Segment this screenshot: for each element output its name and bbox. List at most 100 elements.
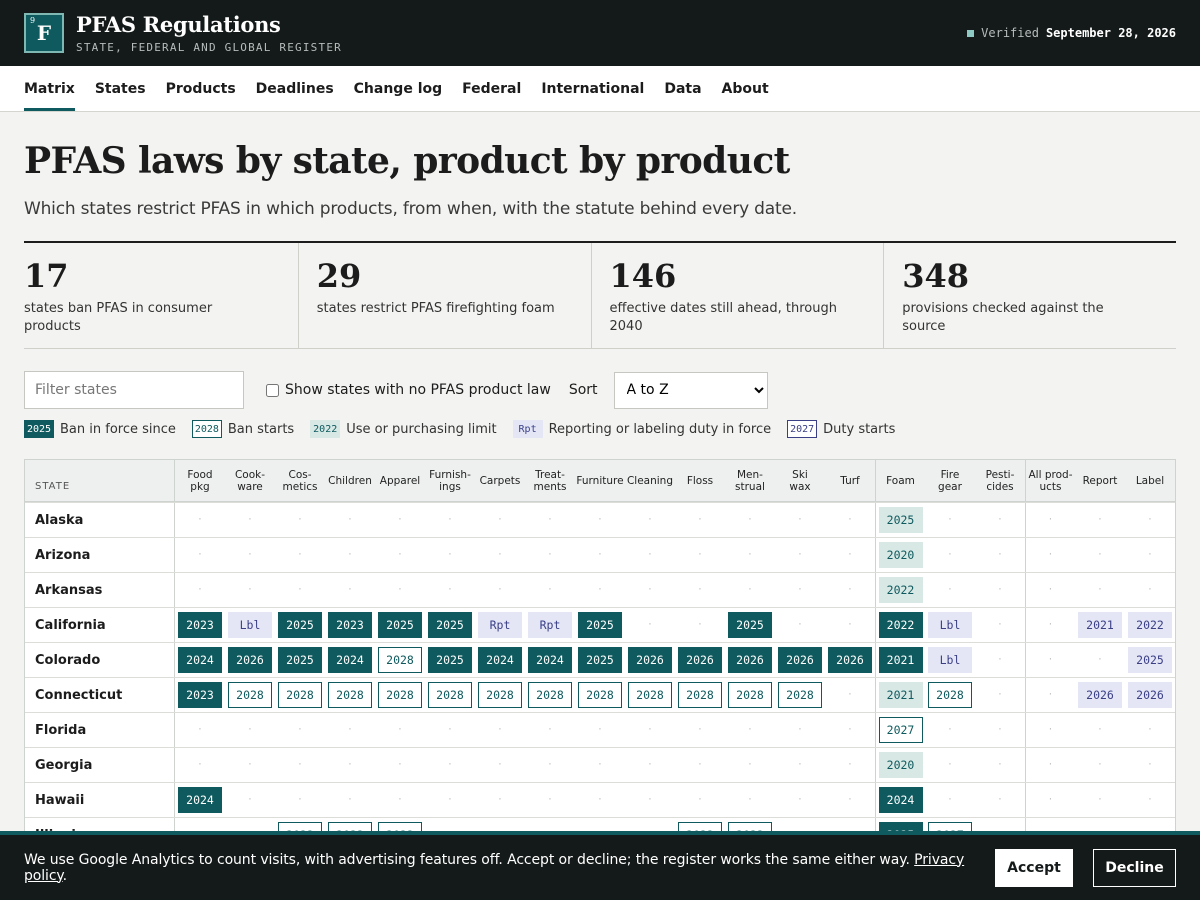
provision-badge[interactable]: 2021 bbox=[1078, 612, 1122, 638]
provision-badge[interactable]: 2028 bbox=[528, 682, 572, 708]
state-name[interactable]: Hawaii bbox=[25, 783, 175, 817]
provision-badge[interactable]: 2022 bbox=[1128, 612, 1172, 638]
provision-badge[interactable]: 2026 bbox=[228, 647, 272, 673]
state-name[interactable]: Arizona bbox=[25, 538, 175, 572]
provision-badge[interactable]: 2028 bbox=[278, 682, 322, 708]
provision-badge[interactable]: 2025 bbox=[378, 612, 422, 638]
provision-badge[interactable]: 2026 bbox=[778, 647, 822, 673]
provision-badge[interactable]: 2024 bbox=[528, 647, 572, 673]
state-name[interactable]: Colorado bbox=[25, 643, 175, 677]
provision-badge[interactable]: Lbl bbox=[928, 612, 972, 638]
column-header[interactable]: Report bbox=[1082, 474, 1118, 487]
provision-badge[interactable]: 2028 bbox=[928, 682, 972, 708]
provision-badge[interactable]: 2026 bbox=[828, 647, 872, 673]
decline-cookies-button[interactable]: Decline bbox=[1093, 848, 1176, 887]
provision-badge[interactable]: 2028 bbox=[778, 682, 822, 708]
provision-badge[interactable]: 2025 bbox=[578, 647, 622, 673]
show-no-law-checkbox[interactable] bbox=[266, 383, 279, 397]
column-header[interactable]: Fire gear bbox=[938, 468, 962, 493]
provision-badge[interactable]: 2026 bbox=[678, 647, 722, 673]
provision-badge[interactable]: 2023 bbox=[178, 682, 222, 708]
column-header[interactable]: Children bbox=[328, 474, 372, 487]
provision-badge[interactable]: 2023 bbox=[178, 612, 222, 638]
nav-states[interactable]: States bbox=[94, 81, 146, 97]
column-header[interactable]: Label bbox=[1135, 474, 1165, 487]
column-header[interactable]: Carpets bbox=[479, 474, 521, 487]
provision-badge[interactable]: 2025 bbox=[878, 507, 923, 533]
provision-badge[interactable]: 2023 bbox=[328, 612, 372, 638]
nav-deadlines[interactable]: Deadlines bbox=[255, 81, 334, 97]
provision-badge[interactable]: 2025 bbox=[278, 647, 322, 673]
column-header[interactable]: Furniture bbox=[576, 474, 624, 487]
provision-badge[interactable]: 2024 bbox=[478, 647, 522, 673]
provision-badge[interactable]: Rpt bbox=[478, 612, 522, 638]
provision-badge[interactable]: 2025 bbox=[578, 612, 622, 638]
provision-badge[interactable]: 2024 bbox=[178, 647, 222, 673]
nav-data[interactable]: Data bbox=[664, 81, 702, 97]
column-header[interactable]: Cos-metics bbox=[282, 468, 318, 493]
nav-international[interactable]: International bbox=[541, 81, 645, 97]
nav-federal[interactable]: Federal bbox=[462, 81, 522, 97]
provision-badge[interactable]: 2025 bbox=[428, 612, 472, 638]
provision-badge[interactable]: 2026 bbox=[728, 647, 772, 673]
nav-matrix[interactable]: Matrix bbox=[24, 66, 75, 111]
column-header[interactable]: Food pkg bbox=[187, 468, 213, 493]
provision-badge[interactable]: 2028 bbox=[428, 682, 472, 708]
sort-select[interactable]: A to Z bbox=[613, 371, 768, 409]
state-name[interactable]: California bbox=[25, 608, 175, 642]
provision-badge[interactable]: 2026 bbox=[628, 647, 672, 673]
column-header[interactable]: Treat-ments bbox=[533, 468, 567, 493]
column-header[interactable]: Floss bbox=[686, 474, 714, 487]
filter-states-input[interactable] bbox=[24, 371, 244, 409]
nav-about[interactable]: About bbox=[721, 81, 769, 97]
nav-change-log[interactable]: Change log bbox=[353, 81, 443, 97]
provision-badge[interactable]: Lbl bbox=[928, 647, 972, 673]
site-logo[interactable]: 9 F bbox=[24, 13, 64, 53]
column-header[interactable]: Foam bbox=[875, 460, 925, 501]
column-header[interactable]: Men-strual bbox=[735, 468, 765, 493]
provision-badge[interactable]: 2020 bbox=[878, 752, 923, 778]
provision-badge[interactable]: 2027 bbox=[878, 717, 923, 743]
provision-badge[interactable]: 2022 bbox=[878, 577, 923, 603]
provision-badge[interactable]: 2028 bbox=[378, 682, 422, 708]
column-header[interactable]: Cook-ware bbox=[234, 468, 266, 493]
provision-badge[interactable]: 2025 bbox=[728, 612, 772, 638]
state-column-header[interactable]: STATE bbox=[25, 460, 175, 501]
state-name[interactable]: Florida bbox=[25, 713, 175, 747]
site-title[interactable]: PFAS Regulations bbox=[76, 11, 281, 37]
provision-badge[interactable]: 2028 bbox=[228, 682, 272, 708]
provision-badge[interactable]: 2028 bbox=[678, 682, 722, 708]
state-name[interactable]: Connecticut bbox=[25, 678, 175, 712]
column-header[interactable]: Apparel bbox=[379, 474, 421, 487]
provision-badge[interactable]: 2028 bbox=[728, 682, 772, 708]
provision-badge[interactable]: 2025 bbox=[1128, 647, 1172, 673]
provision-badge[interactable]: 2026 bbox=[1128, 682, 1172, 708]
provision-badge[interactable]: 2024 bbox=[178, 787, 222, 813]
column-header[interactable]: Pesti-cides bbox=[985, 468, 1015, 493]
state-name[interactable]: Georgia bbox=[25, 748, 175, 782]
provision-badge[interactable]: Lbl bbox=[228, 612, 272, 638]
provision-badge[interactable]: 2021 bbox=[878, 682, 923, 708]
column-header[interactable]: Cleaning bbox=[626, 474, 674, 487]
show-no-law-toggle[interactable]: Show states with no PFAS product law bbox=[266, 382, 551, 398]
state-name[interactable]: Alaska bbox=[25, 503, 175, 537]
column-header[interactable]: Turf bbox=[840, 474, 860, 487]
provision-badge[interactable]: 2026 bbox=[1078, 682, 1122, 708]
provision-badge[interactable]: 2028 bbox=[578, 682, 622, 708]
provision-badge[interactable]: 2028 bbox=[378, 647, 422, 673]
state-name[interactable]: Arkansas bbox=[25, 573, 175, 607]
provision-badge[interactable]: 2028 bbox=[478, 682, 522, 708]
accept-cookies-button[interactable]: Accept bbox=[995, 848, 1073, 887]
provision-badge[interactable]: 2024 bbox=[328, 647, 372, 673]
provision-badge[interactable]: Rpt bbox=[528, 612, 572, 638]
provision-badge[interactable]: 2021 bbox=[878, 647, 923, 673]
provision-badge[interactable]: 2020 bbox=[878, 542, 923, 568]
provision-badge[interactable]: 2025 bbox=[278, 612, 322, 638]
column-header[interactable]: All prod-ucts bbox=[1025, 460, 1075, 501]
provision-badge[interactable]: 2025 bbox=[428, 647, 472, 673]
nav-products[interactable]: Products bbox=[165, 81, 236, 97]
privacy-policy-link[interactable]: Privacy policy bbox=[24, 851, 965, 884]
provision-badge[interactable]: 2022 bbox=[878, 612, 923, 638]
provision-badge[interactable]: 2024 bbox=[878, 787, 923, 813]
provision-badge[interactable]: 2028 bbox=[328, 682, 372, 708]
